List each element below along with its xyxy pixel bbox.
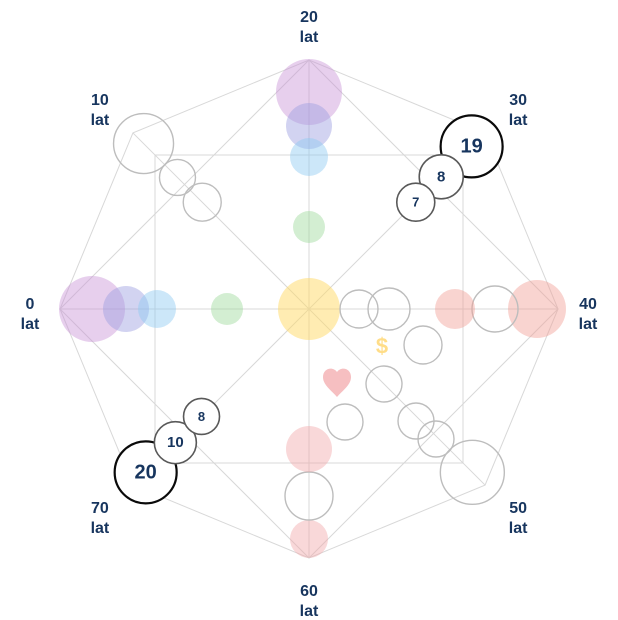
svg-text:70: 70	[91, 500, 109, 517]
svg-text:19: 19	[461, 135, 483, 157]
svg-text:40: 40	[579, 296, 597, 313]
svg-text:10: 10	[167, 434, 184, 451]
svg-text:lat: lat	[579, 316, 598, 333]
svg-text:lat: lat	[91, 112, 110, 129]
svg-text:8: 8	[437, 168, 445, 185]
svg-text:10: 10	[91, 92, 109, 109]
svg-text:lat: lat	[21, 316, 40, 333]
svg-text:20: 20	[135, 461, 157, 483]
svg-text:$: $	[376, 334, 388, 359]
svg-text:50: 50	[509, 500, 527, 517]
svg-text:lat: lat	[509, 520, 528, 537]
svg-text:20: 20	[300, 9, 318, 26]
svg-text:lat: lat	[509, 112, 528, 129]
svg-text:lat: lat	[300, 603, 319, 620]
svg-text:8: 8	[198, 409, 205, 424]
svg-text:lat: lat	[91, 520, 110, 537]
svg-text:7: 7	[412, 195, 419, 210]
svg-text:lat: lat	[300, 29, 319, 46]
svg-text:60: 60	[300, 583, 318, 600]
svg-text:30: 30	[509, 92, 527, 109]
svg-text:0: 0	[26, 296, 35, 313]
